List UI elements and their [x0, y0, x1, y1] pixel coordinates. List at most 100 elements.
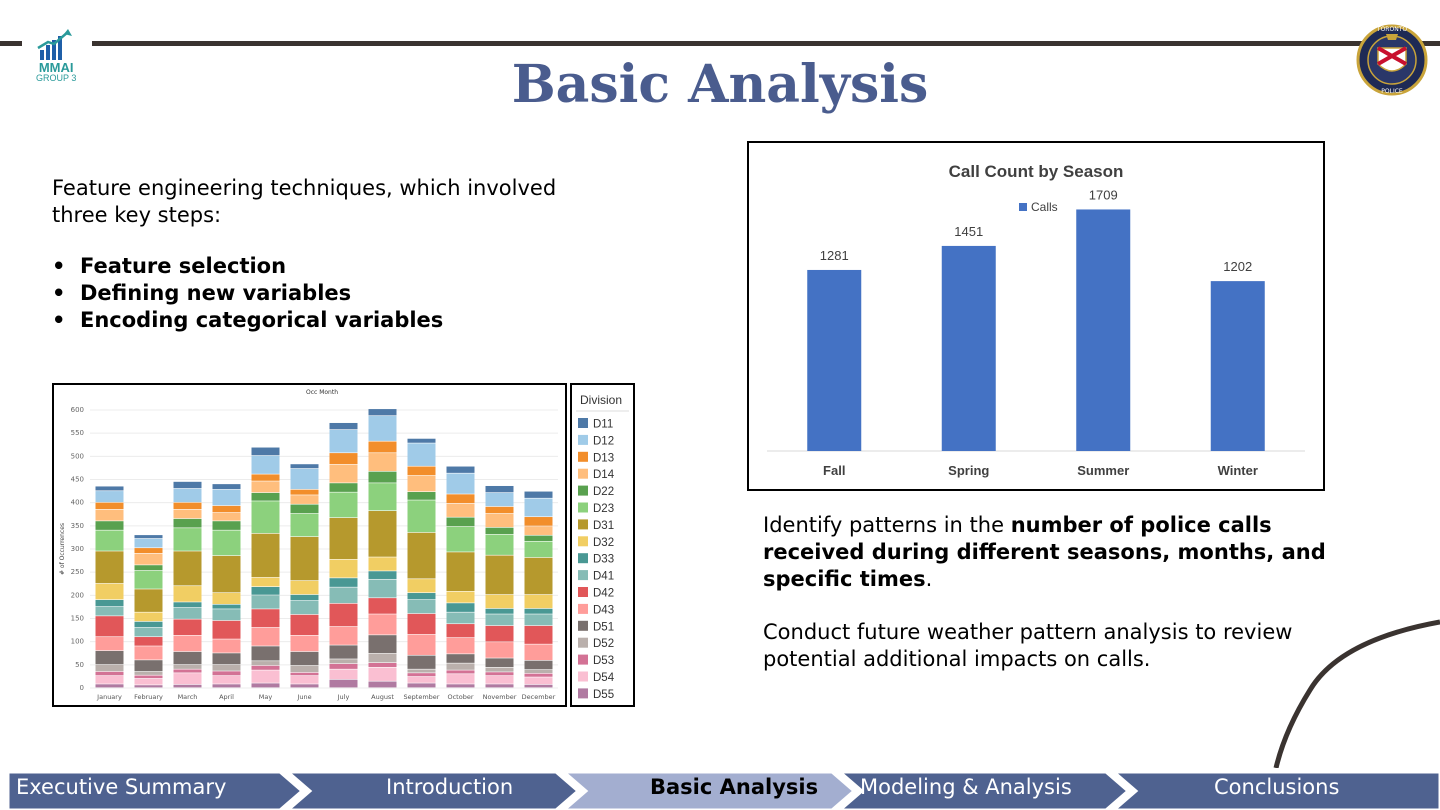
segment-d41-march	[173, 607, 202, 619]
segment-d32-april	[212, 593, 241, 604]
segment-d12-april	[212, 489, 241, 506]
segment-d55-january	[95, 684, 124, 688]
x-tick-august: August	[371, 693, 394, 701]
legend-swatch-d51	[578, 620, 588, 631]
nav-introduction[interactable]: Introduction	[386, 775, 514, 799]
segment-d23-july	[329, 492, 358, 518]
segment-d54-september	[407, 676, 436, 683]
segment-d54-may	[251, 670, 280, 683]
segment-d54-december	[524, 677, 553, 685]
legend-label-d22: D22	[593, 486, 614, 498]
segment-d22-august	[368, 471, 397, 483]
segment-d13-november	[485, 506, 514, 514]
segment-d12-july	[329, 429, 358, 453]
segment-d23-june	[290, 513, 319, 537]
segment-d41-february	[134, 627, 163, 637]
segment-d53-july	[329, 663, 358, 669]
segment-d31-may	[251, 533, 280, 578]
x-tick-spring: Spring	[948, 463, 989, 478]
segment-d41-april	[212, 609, 241, 621]
segment-d13-july	[329, 453, 358, 465]
segment-d52-august	[368, 653, 397, 663]
segment-d13-august	[368, 441, 397, 453]
mmai-logo-text: MMAI GROUP 3	[36, 60, 77, 83]
segment-d11-july	[329, 422, 358, 430]
x-tick-may: May	[259, 693, 273, 701]
segment-d31-november	[485, 555, 514, 595]
segment-d22-september	[407, 492, 436, 500]
data-label-summer: 1709	[1089, 187, 1118, 202]
segment-d51-march	[173, 651, 202, 665]
monthly-division-chart: Occ Month 0 50 100 150 200 250 300 350 400 450 500 5…	[52, 383, 567, 707]
segment-d14-march	[173, 509, 202, 519]
x-tick-december: December	[522, 693, 556, 701]
segment-d51-april	[212, 653, 241, 665]
segment-d42-december	[524, 625, 553, 644]
segment-d42-july	[329, 603, 358, 627]
segment-d42-january	[95, 616, 124, 637]
segment-d12-january	[95, 491, 124, 503]
segment-d51-june	[290, 651, 319, 666]
nav-executive-summary[interactable]: Executive Summary	[16, 775, 227, 799]
segment-d32-september	[407, 579, 436, 593]
segment-d51-december	[524, 660, 553, 670]
y-tick-500: 500	[71, 452, 84, 460]
segment-d54-march	[173, 673, 202, 685]
segment-d54-february	[134, 678, 163, 685]
segment-d43-september	[407, 634, 436, 655]
segment-d55-february	[134, 685, 163, 688]
nav-modeling-analysis[interactable]: Modeling & Analysis	[860, 775, 1072, 799]
segment-d22-april	[212, 521, 241, 530]
segment-d54-august	[368, 667, 397, 681]
segment-d52-april	[212, 664, 241, 671]
nav-conclusions[interactable]: Conclusions	[1214, 775, 1340, 799]
legend-swatch-d23	[578, 502, 588, 513]
legend-swatch-d13	[578, 451, 588, 462]
segment-d23-august	[368, 483, 397, 511]
segment-d31-july	[329, 517, 358, 560]
x-tick-summer: Summer	[1077, 463, 1129, 478]
segment-d11-april	[212, 484, 241, 490]
season-chart: Call Count by Season Calls 1281 Fall 1451 Spr…	[747, 141, 1325, 491]
segment-d52-october	[446, 663, 475, 670]
segment-d14-november	[485, 513, 514, 528]
y-tick-350: 350	[71, 522, 84, 530]
segment-d11-march	[173, 481, 202, 489]
segment-d51-january	[95, 650, 124, 665]
y-tick-150: 150	[71, 615, 84, 623]
svg-text:TORONTO: TORONTO	[1376, 26, 1407, 33]
segment-d42-november	[485, 625, 514, 642]
x-tick-september: September	[404, 693, 440, 701]
segment-d51-november	[485, 658, 514, 668]
segment-d31-december	[524, 557, 553, 595]
segment-d13-may	[251, 474, 280, 481]
segment-d33-january	[95, 599, 124, 607]
segment-d11-december	[524, 491, 553, 498]
segment-d54-october	[446, 674, 475, 684]
nav-basic-analysis[interactable]: Basic Analysis	[650, 775, 819, 799]
legend-swatch-d43	[578, 603, 588, 614]
segment-d41-october	[446, 612, 475, 624]
y-tick-200: 200	[71, 591, 84, 599]
segment-d51-february	[134, 660, 163, 672]
segment-d14-december	[524, 526, 553, 535]
legend-swatch-d54	[578, 671, 588, 682]
segment-d14-june	[290, 495, 319, 504]
legend-swatch-d42	[578, 587, 588, 597]
segment-d13-february	[134, 548, 163, 554]
segment-d53-march	[173, 669, 202, 673]
segment-d23-february	[134, 570, 163, 589]
y-tick-450: 450	[71, 476, 84, 484]
y-tick-0: 0	[80, 684, 84, 692]
legend-label-d54: D54	[593, 672, 615, 684]
segment-d42-may	[251, 609, 280, 628]
legend-label-d12: D12	[593, 435, 614, 447]
segment-d43-january	[95, 637, 124, 651]
x-tick-february: February	[134, 693, 163, 701]
x-tick-fall: Fall	[823, 463, 845, 478]
bar-winter	[1210, 281, 1265, 451]
x-tick-october: October	[447, 693, 473, 701]
segment-d52-june	[290, 665, 319, 673]
legend-swatch-d55	[578, 688, 588, 699]
segment-d22-december	[524, 535, 553, 541]
